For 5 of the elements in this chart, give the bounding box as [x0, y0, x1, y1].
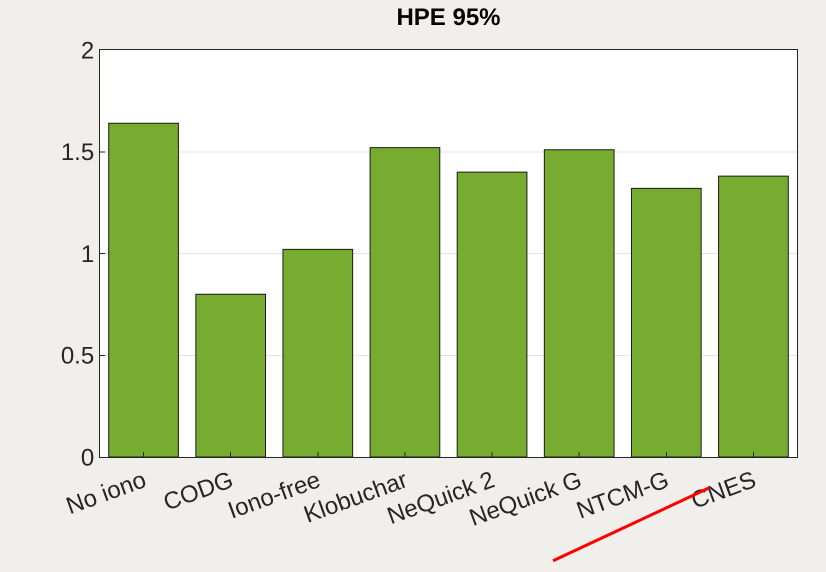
- y-tick-label: 1: [80, 240, 94, 268]
- y-tick-label: 1.5: [60, 139, 94, 166]
- chart-title: HPE 95%: [396, 4, 501, 31]
- y-tick-label: 2: [80, 37, 94, 64]
- y-tick-label: 0.5: [60, 342, 94, 370]
